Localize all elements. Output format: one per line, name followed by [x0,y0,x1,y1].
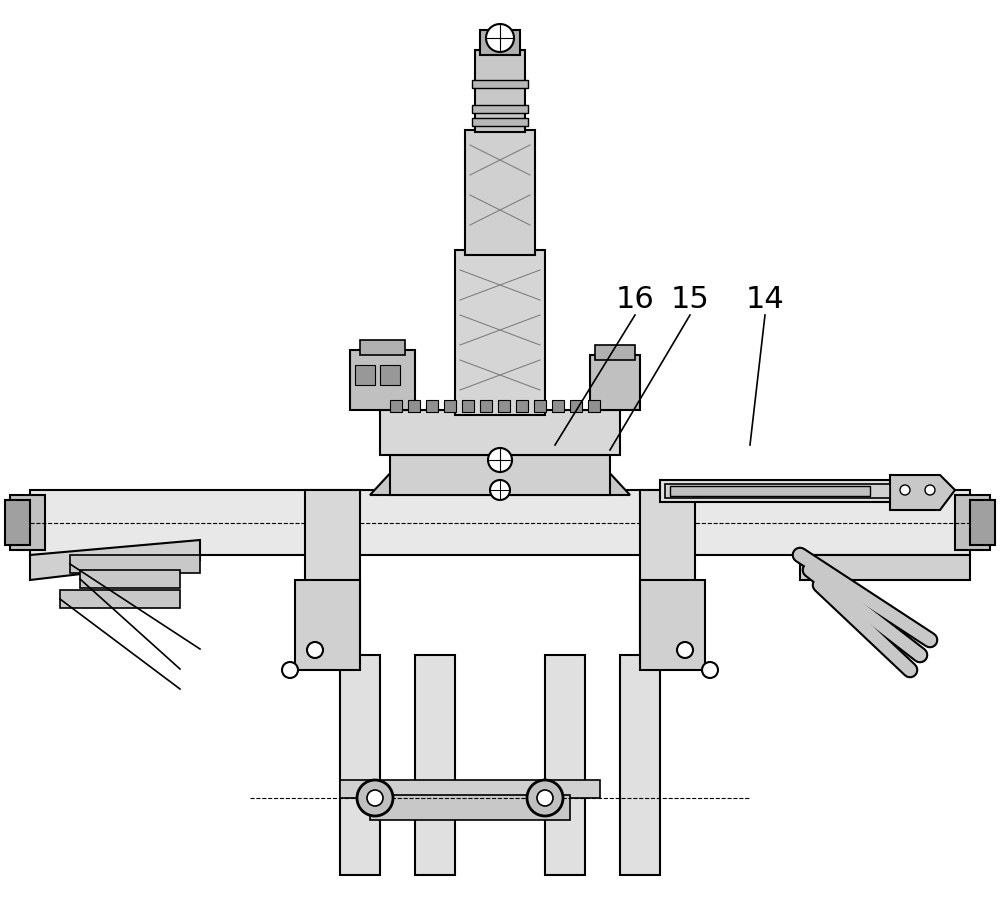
Polygon shape [800,555,970,580]
Circle shape [490,480,510,500]
FancyBboxPatch shape [350,350,415,410]
FancyBboxPatch shape [534,400,546,412]
FancyBboxPatch shape [60,590,180,608]
FancyBboxPatch shape [665,484,890,498]
FancyBboxPatch shape [340,655,380,875]
FancyBboxPatch shape [408,400,420,412]
FancyBboxPatch shape [70,555,200,573]
Circle shape [925,485,935,495]
FancyBboxPatch shape [552,400,564,412]
Circle shape [537,790,553,806]
FancyBboxPatch shape [455,250,545,415]
FancyBboxPatch shape [595,345,635,360]
Text: 14: 14 [746,285,784,315]
FancyBboxPatch shape [5,500,30,545]
FancyBboxPatch shape [30,490,970,555]
FancyBboxPatch shape [305,490,360,660]
Polygon shape [890,475,955,510]
FancyBboxPatch shape [370,795,570,820]
Circle shape [486,24,514,52]
FancyBboxPatch shape [390,400,402,412]
FancyBboxPatch shape [462,400,474,412]
Circle shape [488,448,512,472]
Circle shape [702,662,718,678]
FancyBboxPatch shape [660,480,900,502]
FancyBboxPatch shape [465,130,535,255]
FancyBboxPatch shape [640,580,705,670]
Circle shape [367,790,383,806]
FancyBboxPatch shape [380,365,400,385]
FancyBboxPatch shape [480,400,492,412]
Circle shape [357,780,393,816]
FancyBboxPatch shape [516,400,528,412]
Circle shape [527,780,563,816]
FancyBboxPatch shape [620,655,660,875]
FancyBboxPatch shape [588,400,600,412]
FancyBboxPatch shape [498,400,510,412]
FancyBboxPatch shape [475,50,525,132]
Circle shape [282,662,298,678]
FancyBboxPatch shape [340,780,600,798]
FancyBboxPatch shape [295,580,360,670]
FancyBboxPatch shape [444,400,456,412]
Text: 16: 16 [616,285,654,315]
FancyBboxPatch shape [380,410,620,455]
Text: 15: 15 [671,285,709,315]
FancyBboxPatch shape [955,495,990,550]
FancyBboxPatch shape [80,570,180,588]
FancyBboxPatch shape [590,355,640,410]
FancyBboxPatch shape [390,455,610,495]
FancyBboxPatch shape [970,500,995,545]
FancyBboxPatch shape [570,400,582,412]
FancyBboxPatch shape [545,655,585,875]
Circle shape [307,642,323,658]
Polygon shape [30,540,200,580]
Circle shape [677,642,693,658]
FancyBboxPatch shape [426,400,438,412]
FancyBboxPatch shape [480,30,520,55]
FancyBboxPatch shape [472,80,528,88]
Circle shape [900,485,910,495]
FancyBboxPatch shape [355,365,375,385]
FancyBboxPatch shape [415,655,455,875]
FancyBboxPatch shape [640,490,695,660]
FancyBboxPatch shape [360,340,405,355]
FancyBboxPatch shape [472,105,528,113]
FancyBboxPatch shape [472,118,528,126]
Polygon shape [370,430,630,495]
FancyBboxPatch shape [10,495,45,550]
FancyBboxPatch shape [670,486,870,496]
